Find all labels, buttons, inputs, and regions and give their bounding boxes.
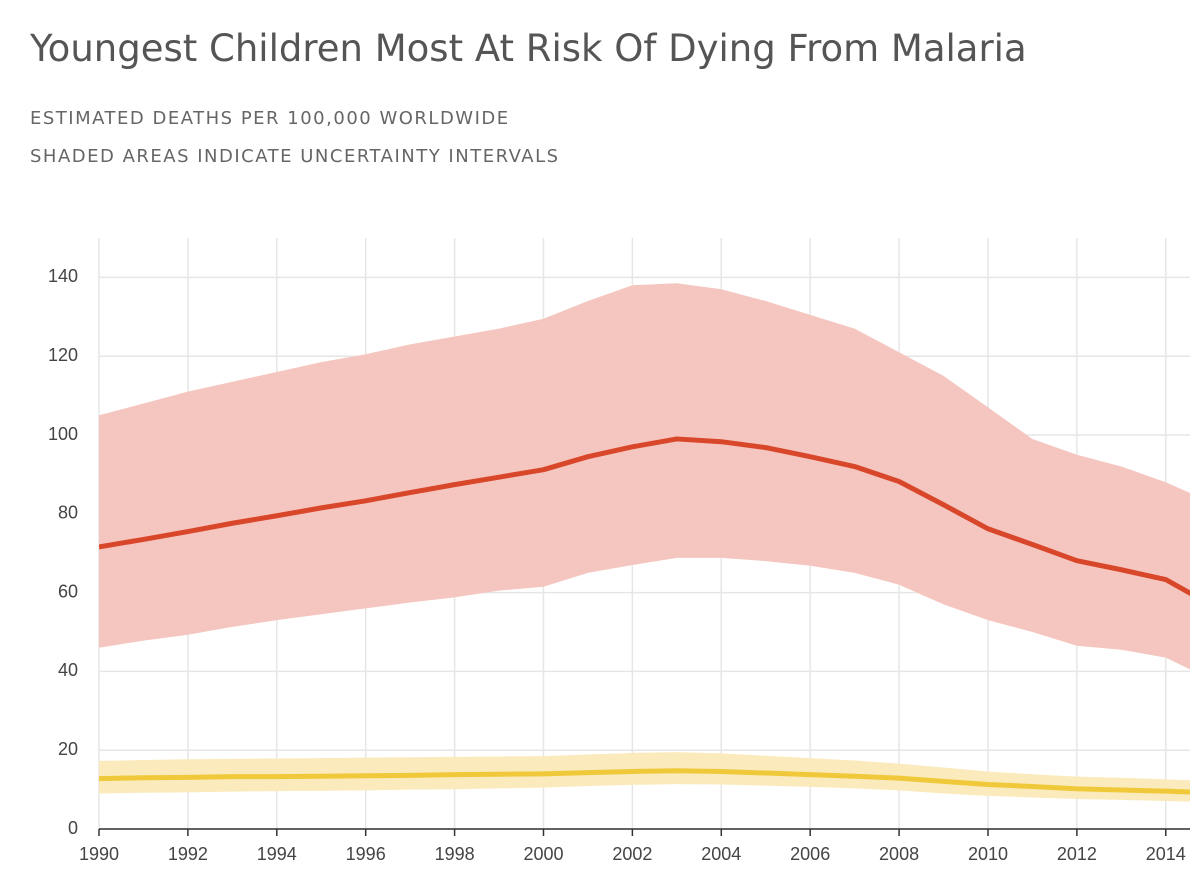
x-tick-label: 2002 <box>612 844 652 864</box>
uncertainty-band <box>99 283 1190 670</box>
x-tick-label: 2010 <box>968 844 1008 864</box>
subtitle: ESTIMATED DEATHS PER 100,000 WORLDWIDE <box>30 108 510 129</box>
subtitle: SHADED AREAS INDICATE UNCERTAINTY INTERV… <box>30 146 560 167</box>
x-tick-label: 2004 <box>701 844 741 864</box>
x-tick-label: 2006 <box>790 844 830 864</box>
uncertainty-band <box>99 752 1190 802</box>
x-tick-label: 1994 <box>257 844 297 864</box>
x-tick-label: 1992 <box>168 844 208 864</box>
chart-title: Youngest Children Most At Risk Of Dying … <box>29 27 1027 70</box>
x-tick-label: 2000 <box>523 844 563 864</box>
y-tick-label: 100 <box>48 424 78 444</box>
x-tick-label: 2008 <box>879 844 919 864</box>
y-tick-label: 20 <box>58 739 78 759</box>
y-tick-label: 40 <box>58 660 78 680</box>
y-tick-label: 80 <box>58 503 78 523</box>
x-tick-label: 1990 <box>79 844 119 864</box>
y-tick-label: 60 <box>58 581 78 601</box>
x-tick-label: 2014 <box>1146 844 1186 864</box>
x-tick-label: 2012 <box>1057 844 1097 864</box>
y-tick-label: 140 <box>48 266 78 286</box>
y-tick-label: 0 <box>68 818 78 838</box>
y-tick-label: 120 <box>48 345 78 365</box>
line <box>99 768 1190 795</box>
x-tick-label: 1996 <box>346 844 386 864</box>
x-tick-label: 1998 <box>435 844 475 864</box>
line <box>99 436 1190 596</box>
